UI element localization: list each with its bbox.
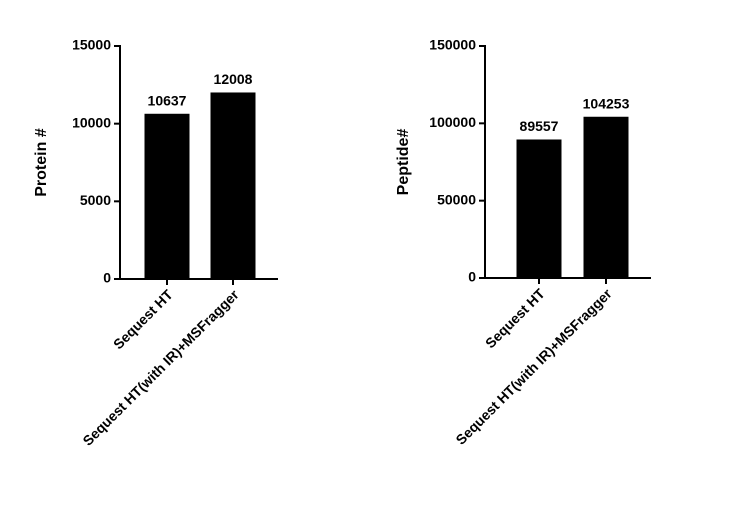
- y-tick-label: 15000: [72, 37, 111, 53]
- y-tick-label: 10000: [72, 114, 111, 130]
- y-axis-label: Protein #: [33, 128, 50, 197]
- value-label: 12008: [214, 71, 253, 87]
- bar: [583, 116, 629, 278]
- x-tick-label: Sequest HT: [110, 286, 176, 352]
- y-tick-label: 50000: [437, 191, 476, 207]
- value-label: 89557: [520, 118, 559, 134]
- bar: [210, 92, 256, 279]
- y-tick-label: 0: [468, 269, 476, 285]
- y-tick-label: 0: [103, 270, 111, 286]
- y-tick-label: 100000: [429, 114, 476, 130]
- value-label: 104253: [583, 95, 630, 111]
- y-axis-label: Peptide#: [395, 129, 412, 196]
- y-tick-label: 150000: [429, 37, 476, 53]
- value-label: 10637: [148, 92, 187, 108]
- y-tick-label: 5000: [80, 192, 111, 208]
- bar: [516, 139, 562, 278]
- bar: [144, 113, 190, 279]
- x-tick-label: Sequest HT: [482, 285, 548, 351]
